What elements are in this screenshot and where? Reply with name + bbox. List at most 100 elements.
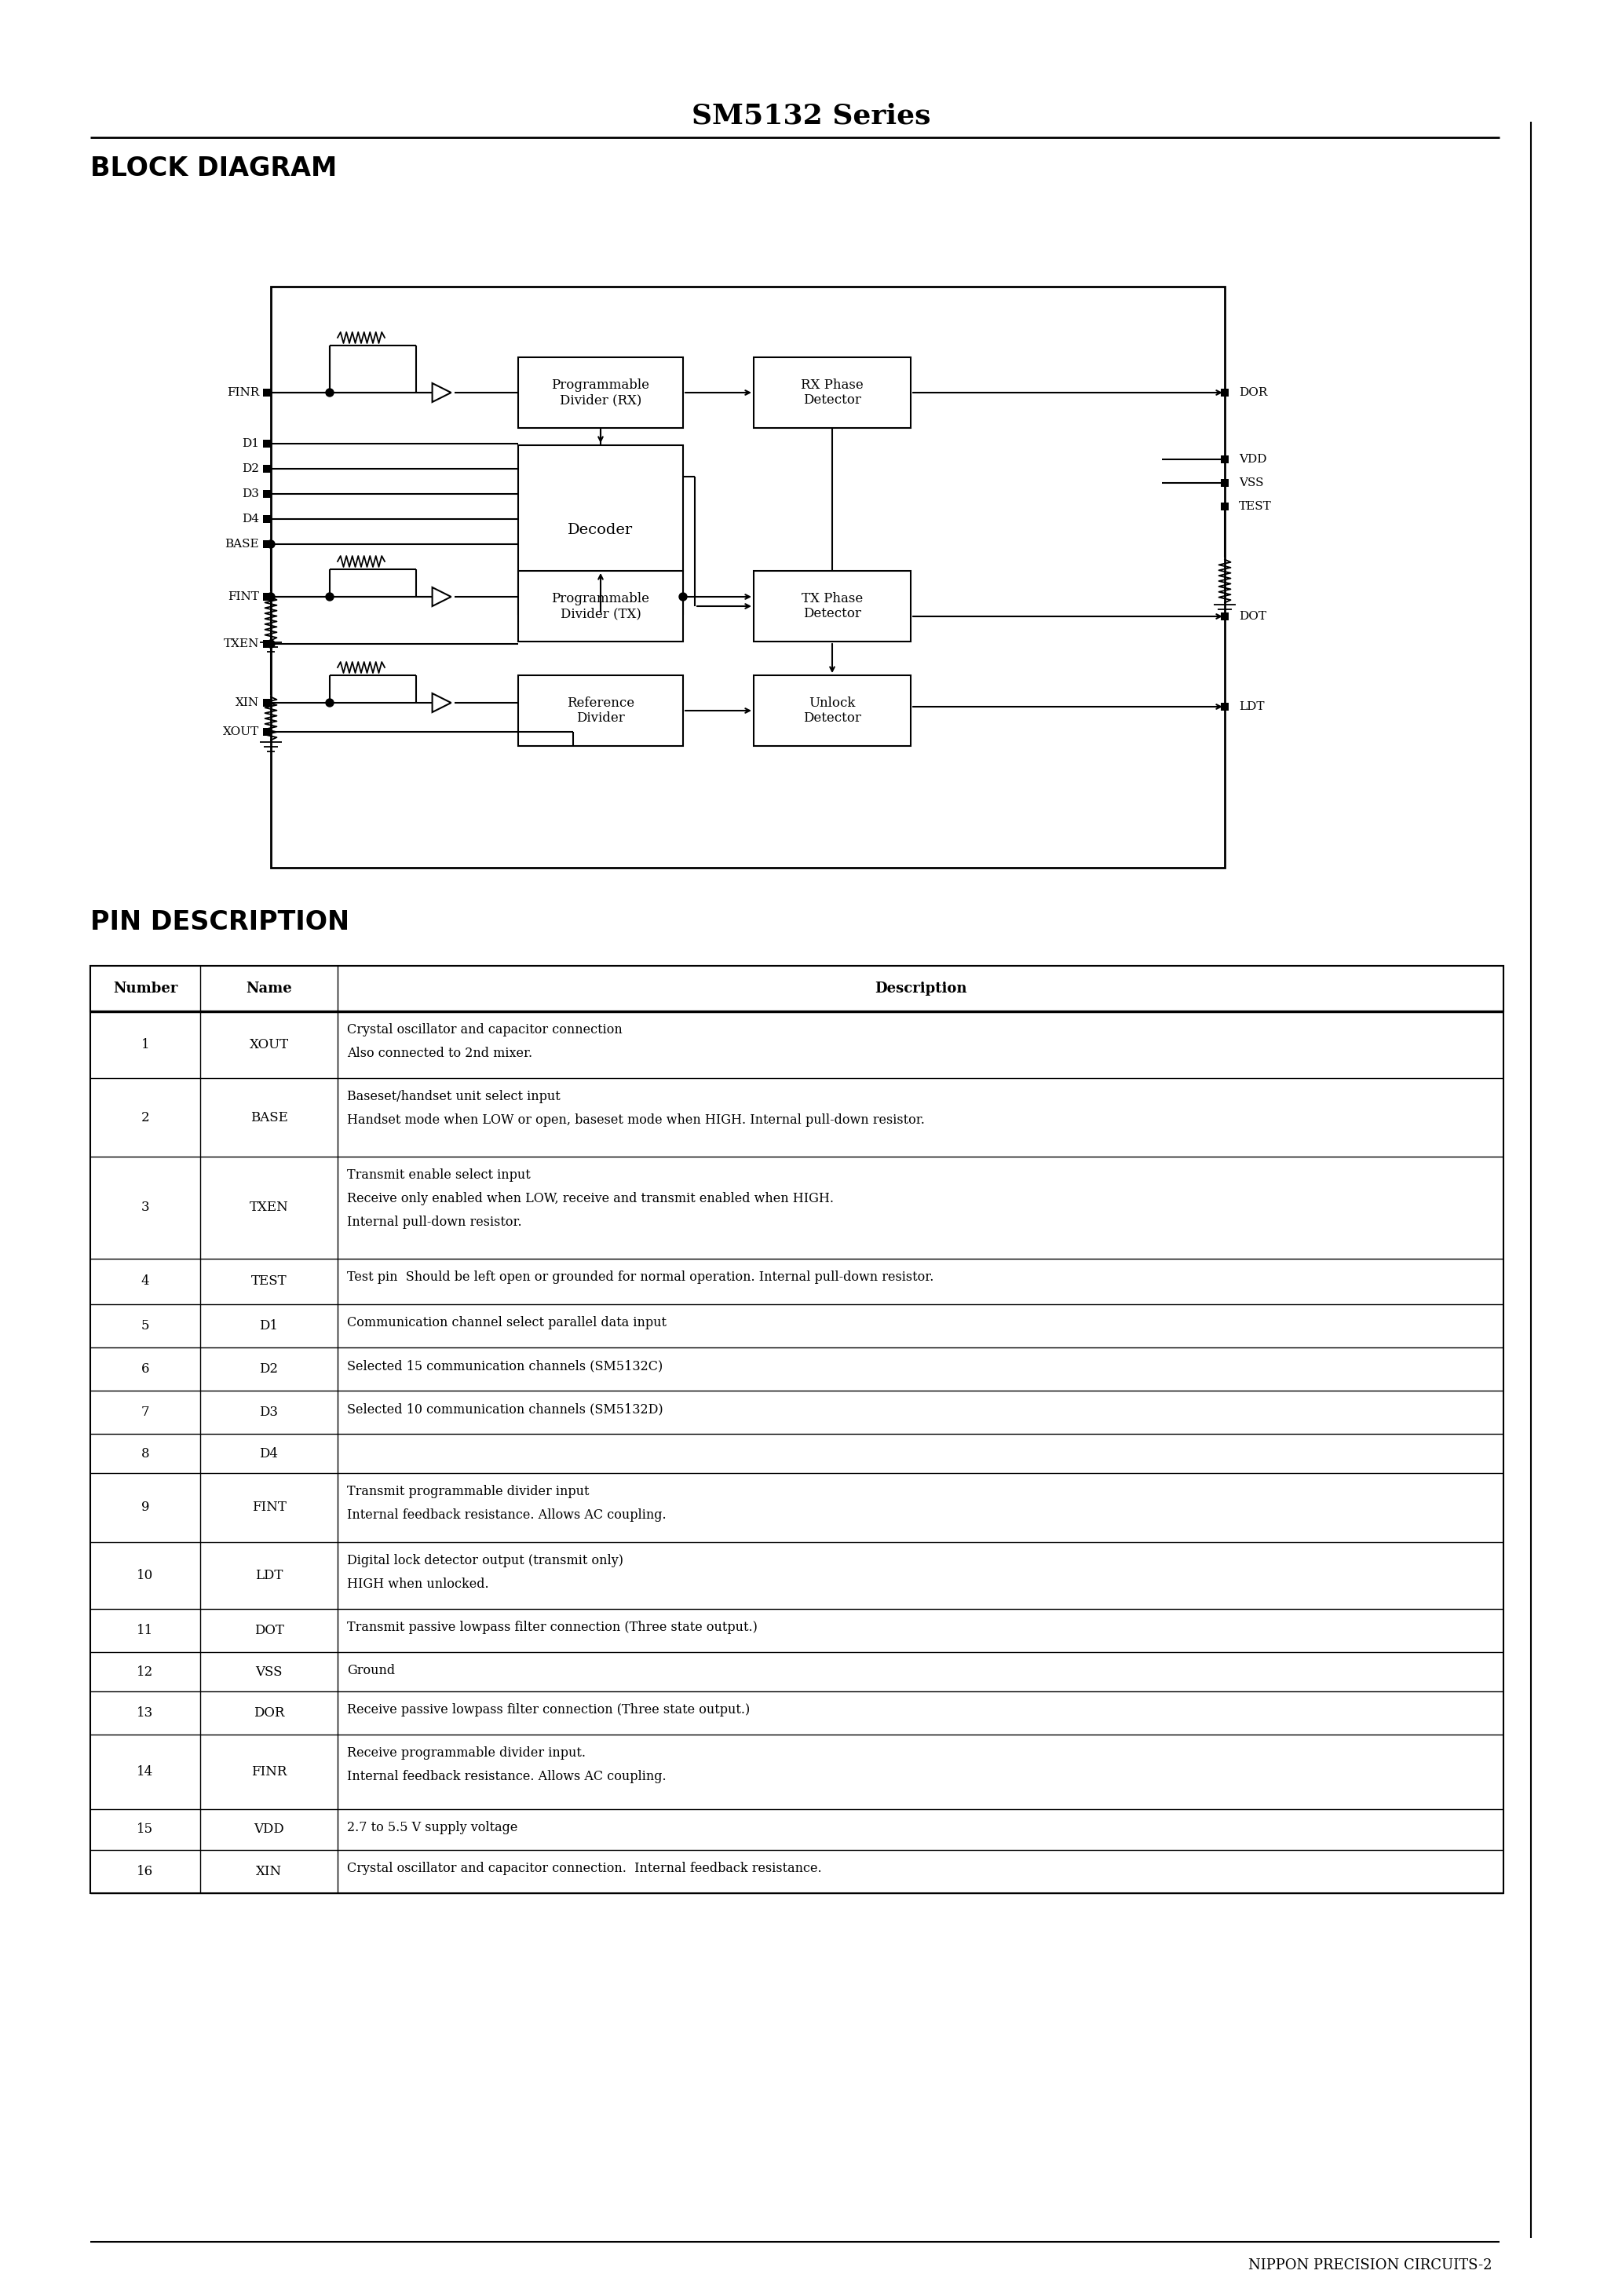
Text: RX Phase
Detector: RX Phase Detector [801, 379, 863, 406]
Text: 6: 6 [141, 1362, 149, 1375]
Bar [91, 967, 1504, 1010]
Text: 5: 5 [141, 1320, 149, 1332]
Bar [263, 540, 271, 549]
Bar [263, 728, 271, 735]
Text: 2: 2 [141, 1111, 149, 1125]
Text: Internal feedback resistance. Allows AC coupling.: Internal feedback resistance. Allows AC … [347, 1770, 667, 1784]
Text: 10: 10 [136, 1568, 154, 1582]
Text: DOT: DOT [1239, 611, 1267, 622]
Text: TX Phase
Detector: TX Phase Detector [801, 592, 863, 620]
Text: Receive only enabled when LOW, receive and transmit enabled when HIGH.: Receive only enabled when LOW, receive a… [347, 1192, 834, 1205]
Text: DOR: DOR [253, 1706, 284, 1720]
Text: Programmable
Divider (RX): Programmable Divider (RX) [551, 379, 650, 406]
Bar [517, 358, 683, 427]
Text: HIGH when unlocked.: HIGH when unlocked. [347, 1577, 488, 1591]
Bar [263, 592, 271, 602]
Circle shape [326, 698, 334, 707]
Bar [754, 358, 910, 427]
Text: VSS: VSS [255, 1665, 282, 1678]
Text: Receive passive lowpass filter connection (Three state output.): Receive passive lowpass filter connectio… [347, 1704, 749, 1717]
Text: Communication channel select parallel data input: Communication channel select parallel da… [347, 1316, 667, 1329]
Text: LDT: LDT [255, 1568, 282, 1582]
Circle shape [268, 592, 274, 602]
Text: Receive programmable divider input.: Receive programmable divider input. [347, 1747, 586, 1759]
Text: XIN: XIN [256, 1864, 282, 1878]
Text: D3: D3 [242, 489, 260, 501]
Text: D3: D3 [260, 1405, 279, 1419]
Text: Transmit enable select input: Transmit enable select input [347, 1169, 530, 1182]
Bar [1221, 455, 1229, 464]
Text: 2.7 to 5.5 V supply voltage: 2.7 to 5.5 V supply voltage [347, 1821, 517, 1835]
Bar [1221, 503, 1229, 510]
Text: Name: Name [247, 980, 292, 996]
Bar [754, 675, 910, 746]
Text: Baseset/handset unit select input: Baseset/handset unit select input [347, 1091, 560, 1104]
Text: XIN: XIN [235, 698, 260, 707]
Bar [263, 514, 271, 523]
Bar [263, 441, 271, 448]
Text: Crystal oscillator and capacitor connection: Crystal oscillator and capacitor connect… [347, 1024, 623, 1035]
Text: TXEN: TXEN [250, 1201, 289, 1215]
Text: TEST: TEST [1239, 501, 1272, 512]
Bar [754, 572, 910, 641]
Text: D4: D4 [260, 1446, 279, 1460]
Text: Transmit passive lowpass filter connection (Three state output.): Transmit passive lowpass filter connecti… [347, 1621, 757, 1635]
Text: Programmable
Divider (TX): Programmable Divider (TX) [551, 592, 650, 620]
Bar [263, 388, 271, 397]
Text: TXEN: TXEN [224, 638, 260, 650]
Text: NIPPON PRECISION CIRCUITS-2: NIPPON PRECISION CIRCUITS-2 [1247, 2259, 1492, 2273]
Text: FINR: FINR [227, 388, 260, 397]
Text: Reference
Divider: Reference Divider [566, 696, 634, 726]
Text: TEST: TEST [251, 1274, 287, 1288]
Text: Test pin  Should be left open or grounded for normal operation. Internal pull-do: Test pin Should be left open or grounded… [347, 1270, 934, 1283]
Bar [1221, 613, 1229, 620]
Text: 11: 11 [136, 1623, 154, 1637]
Bar [271, 287, 1225, 868]
Text: Internal feedback resistance. Allows AC coupling.: Internal feedback resistance. Allows AC … [347, 1508, 667, 1522]
Text: 1: 1 [141, 1038, 149, 1052]
Bar [263, 641, 271, 647]
Bar [263, 489, 271, 498]
Text: DOT: DOT [255, 1623, 284, 1637]
Text: D2: D2 [260, 1362, 279, 1375]
Text: Selected 15 communication channels (SM5132C): Selected 15 communication channels (SM51… [347, 1359, 663, 1373]
Text: Also connected to 2nd mixer.: Also connected to 2nd mixer. [347, 1047, 532, 1061]
Text: FINT: FINT [227, 592, 260, 602]
Text: XOUT: XOUT [250, 1038, 289, 1052]
Bar [1221, 703, 1229, 712]
Text: Description: Description [874, 980, 967, 996]
Bar [517, 445, 683, 613]
Text: 12: 12 [136, 1665, 154, 1678]
Text: 15: 15 [136, 1823, 154, 1837]
Text: VDD: VDD [253, 1823, 284, 1837]
Bar [263, 464, 271, 473]
Circle shape [680, 592, 688, 602]
Text: 7: 7 [141, 1405, 149, 1419]
Text: LDT: LDT [1239, 700, 1265, 712]
Text: D1: D1 [242, 439, 260, 450]
Bar [517, 572, 683, 641]
Text: FINT: FINT [251, 1502, 285, 1515]
Text: BASE: BASE [225, 540, 260, 549]
Bar [263, 698, 271, 707]
Text: Unlock
Detector: Unlock Detector [803, 696, 861, 726]
Text: Digital lock detector output (transmit only): Digital lock detector output (transmit o… [347, 1554, 623, 1568]
Bar [1221, 480, 1229, 487]
Text: 13: 13 [136, 1706, 154, 1720]
Text: 9: 9 [141, 1502, 149, 1515]
Bar [517, 675, 683, 746]
Text: Internal pull-down resistor.: Internal pull-down resistor. [347, 1215, 522, 1228]
Text: 3: 3 [141, 1201, 149, 1215]
Circle shape [268, 641, 274, 647]
Text: VSS: VSS [1239, 478, 1264, 489]
Text: FINR: FINR [251, 1766, 287, 1779]
Text: DOR: DOR [1239, 388, 1267, 397]
Text: 14: 14 [136, 1766, 154, 1779]
Bar [1221, 388, 1229, 397]
Text: SM5132 Series: SM5132 Series [691, 103, 931, 129]
Text: PIN DESCRIPTION: PIN DESCRIPTION [91, 909, 349, 934]
Text: Ground: Ground [347, 1665, 396, 1678]
Text: Crystal oscillator and capacitor connection.  Internal feedback resistance.: Crystal oscillator and capacitor connect… [347, 1862, 822, 1876]
Circle shape [326, 592, 334, 602]
Text: BASE: BASE [250, 1111, 287, 1125]
